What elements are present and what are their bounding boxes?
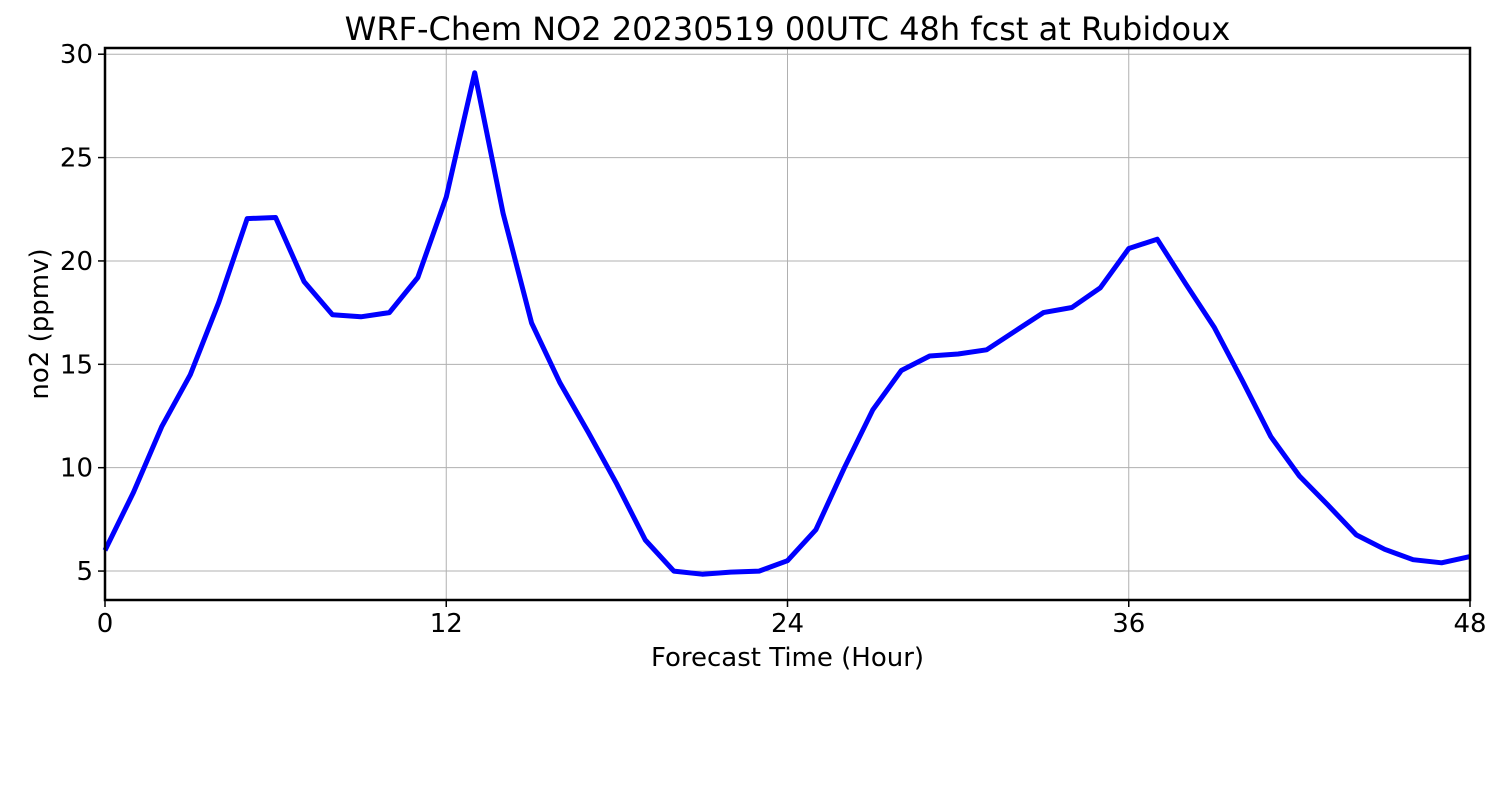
series-layer	[102, 70, 1471, 577]
x-tick-label: 48	[1453, 609, 1486, 639]
y-axis-label: no2 (ppmv)	[25, 248, 55, 399]
chart-title: WRF-Chem NO2 20230519 00UTC 48h fcst at …	[345, 10, 1231, 48]
x-tick-label: 36	[1112, 609, 1145, 639]
y-tick-label: 15	[60, 350, 93, 380]
plot-frame	[103, 46, 1472, 602]
x-tick-label: 0	[97, 609, 114, 639]
y-tick-label: 30	[60, 40, 93, 70]
x-axis-label: Forecast Time (Hour)	[651, 643, 924, 673]
y-tick-label: 20	[60, 247, 93, 277]
axis-ticks: 0 12 24 36 48 5 10 15 20 25 30	[60, 40, 1487, 639]
no2-series-line	[102, 70, 1471, 577]
x-tick-label: 24	[771, 609, 804, 639]
grid	[104, 48, 1471, 600]
y-tick-label: 5	[76, 557, 93, 587]
y-tick-label: 10	[60, 454, 93, 484]
x-tick-label: 12	[430, 609, 463, 639]
y-tick-label: 25	[60, 144, 93, 174]
